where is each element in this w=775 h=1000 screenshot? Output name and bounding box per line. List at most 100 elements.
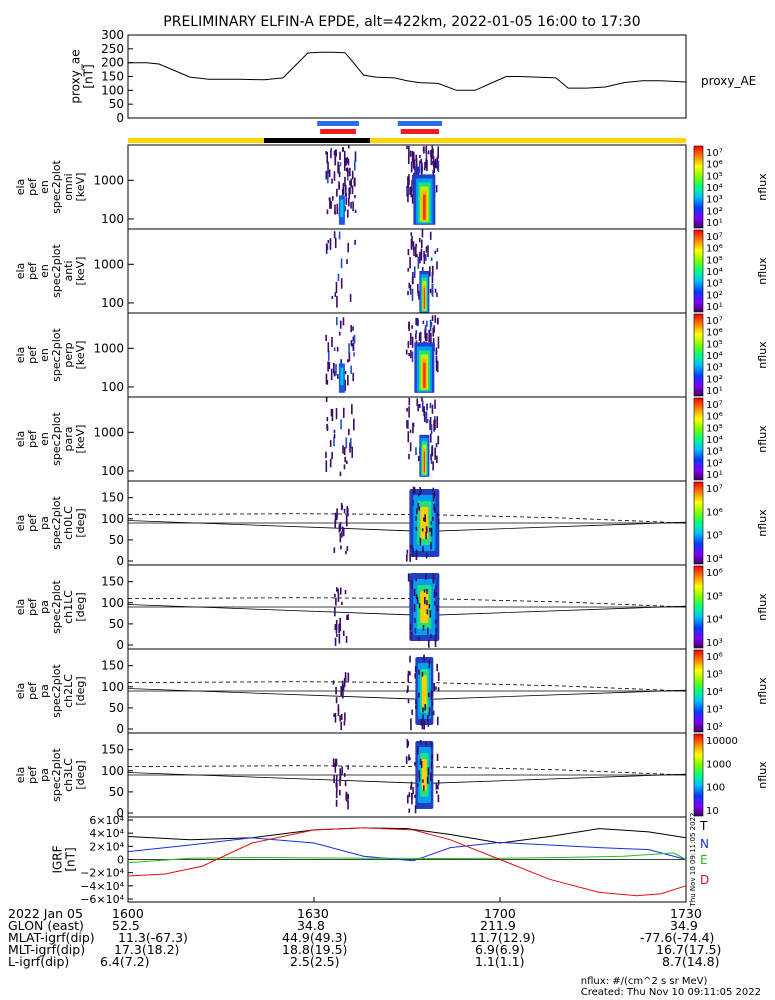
spectrogram-ylabel: pef bbox=[26, 345, 39, 364]
spectrogram-pixel bbox=[326, 151, 329, 164]
colorbar-tick-label: 10⁶ bbox=[706, 568, 723, 579]
spectrogram-pixel bbox=[432, 327, 435, 337]
pa-pixel bbox=[418, 636, 420, 641]
spectrogram-pixel bbox=[407, 176, 409, 189]
spectrogram-pixel bbox=[409, 429, 412, 433]
spectrogram-pixel bbox=[326, 379, 329, 385]
spectrogram-pixel bbox=[418, 403, 421, 408]
pa-pixel bbox=[434, 619, 437, 624]
spectrogram-pixel bbox=[329, 238, 332, 250]
spectrogram-pixel bbox=[353, 334, 356, 344]
spectrogram-ylabel: spec2plot bbox=[50, 328, 63, 382]
pa-pixel bbox=[346, 506, 349, 514]
spectrogram-pixel bbox=[417, 283, 419, 293]
pa-pixel bbox=[411, 580, 413, 589]
ae-right-label: proxy_AE bbox=[701, 74, 756, 88]
pa-pixel bbox=[340, 502, 343, 511]
spectrogram-pixel bbox=[327, 172, 329, 184]
spectrogram-pixel bbox=[344, 185, 347, 197]
pa-pixel bbox=[412, 548, 414, 557]
pa-pixel bbox=[345, 550, 347, 555]
spectrogram-pixel bbox=[435, 443, 438, 448]
igrf-series-E bbox=[127, 852, 687, 864]
spectrogram-ytick-label: 1000 bbox=[93, 341, 124, 355]
spectrogram-pixel bbox=[408, 397, 411, 406]
spectrogram-pixel bbox=[330, 201, 332, 209]
pa-pixel bbox=[417, 746, 419, 755]
pa-ylabel: [deg] bbox=[74, 508, 87, 537]
colorbar-label: nflux bbox=[756, 341, 769, 369]
colorbar bbox=[693, 145, 704, 229]
spectrogram-ytick-label: 1000 bbox=[93, 173, 124, 187]
pa-pixel bbox=[334, 624, 337, 631]
pa-pixel bbox=[437, 687, 440, 692]
pa-pixel bbox=[346, 546, 349, 551]
spectrogram-pixel bbox=[431, 404, 434, 414]
spectrogram-pixel bbox=[412, 174, 414, 185]
pa-pixel bbox=[409, 554, 411, 562]
pa-pixel bbox=[427, 715, 429, 723]
spectrogram-ytick-label: 1000 bbox=[93, 257, 124, 271]
spectrogram-pixel bbox=[430, 149, 432, 158]
igrf-ytick-label: −2×10⁴ bbox=[80, 867, 124, 880]
pa-pixel bbox=[335, 790, 338, 799]
spectrogram-ylabel: spec2plot bbox=[50, 244, 63, 298]
igrf-series-N bbox=[127, 837, 687, 862]
pa-pixel bbox=[339, 522, 342, 529]
pa-pixel bbox=[425, 552, 428, 559]
spectrogram-ylabel: spec2plot bbox=[50, 160, 63, 214]
pa-pixel bbox=[406, 554, 408, 562]
spectrogram-pixel bbox=[421, 397, 423, 402]
footer-row-glon: GLON (east) 52.5 34.8 211.9 34.9 bbox=[0, 919, 775, 932]
burst-1-marker-blue bbox=[317, 121, 359, 126]
pa-pixel bbox=[347, 614, 349, 621]
pa-pixel bbox=[341, 526, 344, 532]
pa-pixel bbox=[411, 795, 413, 805]
spectrogram-pixel bbox=[426, 320, 428, 327]
spectrogram-pixel bbox=[430, 257, 433, 261]
pa-ylabel-group: ela pef pa spec2plot ch0LC [deg] bbox=[14, 496, 87, 550]
colorbar-tick-label: 10⁴ bbox=[706, 554, 723, 565]
pa-pixel bbox=[342, 689, 344, 699]
pa-pixel bbox=[334, 606, 336, 617]
pa-ytick-label: 0 bbox=[116, 806, 124, 820]
spectrogram-pixel bbox=[327, 239, 330, 244]
pa-pixel bbox=[435, 782, 438, 790]
pa-pixel bbox=[333, 713, 335, 717]
spectrogram-pixel bbox=[407, 341, 410, 349]
spectrogram-pixel bbox=[419, 154, 421, 159]
plot-notes: nflux: #/(cm^2 s sr MeV) Created: Thu No… bbox=[581, 976, 761, 998]
pa-pixel bbox=[414, 628, 417, 634]
pa-pixel bbox=[339, 525, 341, 532]
spectrogram-pixel bbox=[431, 445, 434, 456]
pa-pixel bbox=[430, 761, 433, 770]
igrf-ylabel: IGRF bbox=[51, 845, 65, 873]
spectrogram-pixel bbox=[427, 245, 429, 258]
spectrogram-ylabel-group: ela pef en spec2plot perp [keV] bbox=[14, 328, 87, 382]
footer-row-mlt: MLT-igrf(dip) 17.3(18.2) 18.8(19.5) 6.9(… bbox=[0, 943, 775, 956]
pa-ylabel: [deg] bbox=[74, 760, 87, 789]
ae-ytick-label: 50 bbox=[109, 97, 124, 111]
spectrogram-pixel bbox=[411, 325, 413, 329]
spectrogram-pixel bbox=[331, 178, 333, 184]
spectrogram-pixel bbox=[425, 246, 428, 253]
spectrogram-ylabel-group: ela pef en spec2plot anti [keV] bbox=[14, 244, 87, 298]
pa-pixel bbox=[436, 663, 438, 672]
spectrogram-pixel bbox=[410, 161, 413, 173]
pa-ytick-label: 50 bbox=[109, 617, 124, 631]
spectrogram-pixel bbox=[354, 239, 356, 245]
colorbar bbox=[693, 313, 704, 397]
pa-pixel bbox=[422, 625, 425, 631]
spectrogram-pixel bbox=[334, 156, 336, 166]
spectrogram-pixel bbox=[424, 254, 427, 261]
footer-row-mlat: MLAT-igrf(dip) 11.3(-67.3) 44.9(49.3) 11… bbox=[0, 931, 775, 944]
nflux-units-note: nflux: #/(cm^2 s sr MeV) bbox=[580, 976, 708, 987]
pa-pixel bbox=[429, 527, 431, 532]
pa-pixel bbox=[436, 753, 439, 761]
footer-label: L-igrf(dip) bbox=[8, 954, 70, 969]
pa-pixel bbox=[415, 700, 417, 705]
spectrogram-ylabel: ela bbox=[14, 431, 27, 448]
spectrogram-pixel bbox=[436, 318, 439, 325]
